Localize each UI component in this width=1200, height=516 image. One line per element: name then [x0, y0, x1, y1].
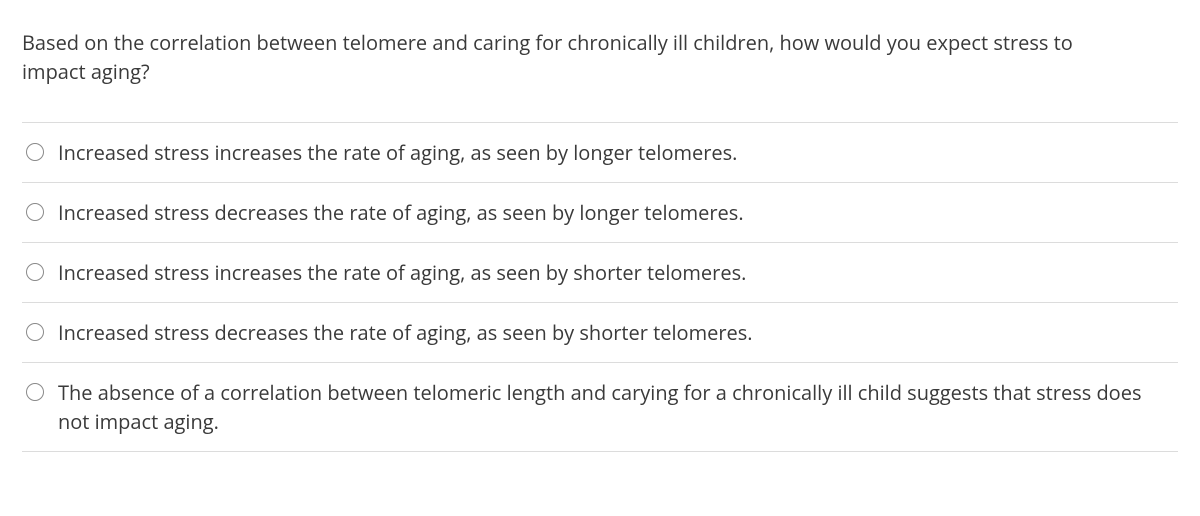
options-list: Increased stress increases the rate of a…	[22, 122, 1178, 452]
radio-icon[interactable]	[26, 203, 44, 221]
radio-icon[interactable]	[26, 383, 44, 401]
question-text: Based on the correlation between telomer…	[22, 28, 1102, 86]
option-row[interactable]: The absence of a correlation between tel…	[22, 362, 1178, 452]
option-label: Increased stress increases the rate of a…	[58, 258, 1174, 287]
radio-icon[interactable]	[26, 323, 44, 341]
radio-icon[interactable]	[26, 263, 44, 281]
radio-icon[interactable]	[26, 143, 44, 161]
option-row[interactable]: Increased stress decreases the rate of a…	[22, 302, 1178, 362]
option-row[interactable]: Increased stress decreases the rate of a…	[22, 182, 1178, 242]
option-label: Increased stress decreases the rate of a…	[58, 318, 1174, 347]
option-label: Increased stress increases the rate of a…	[58, 138, 1174, 167]
option-row[interactable]: Increased stress increases the rate of a…	[22, 122, 1178, 182]
option-row[interactable]: Increased stress increases the rate of a…	[22, 242, 1178, 302]
option-label: The absence of a correlation between tel…	[58, 378, 1174, 436]
option-label: Increased stress decreases the rate of a…	[58, 198, 1174, 227]
